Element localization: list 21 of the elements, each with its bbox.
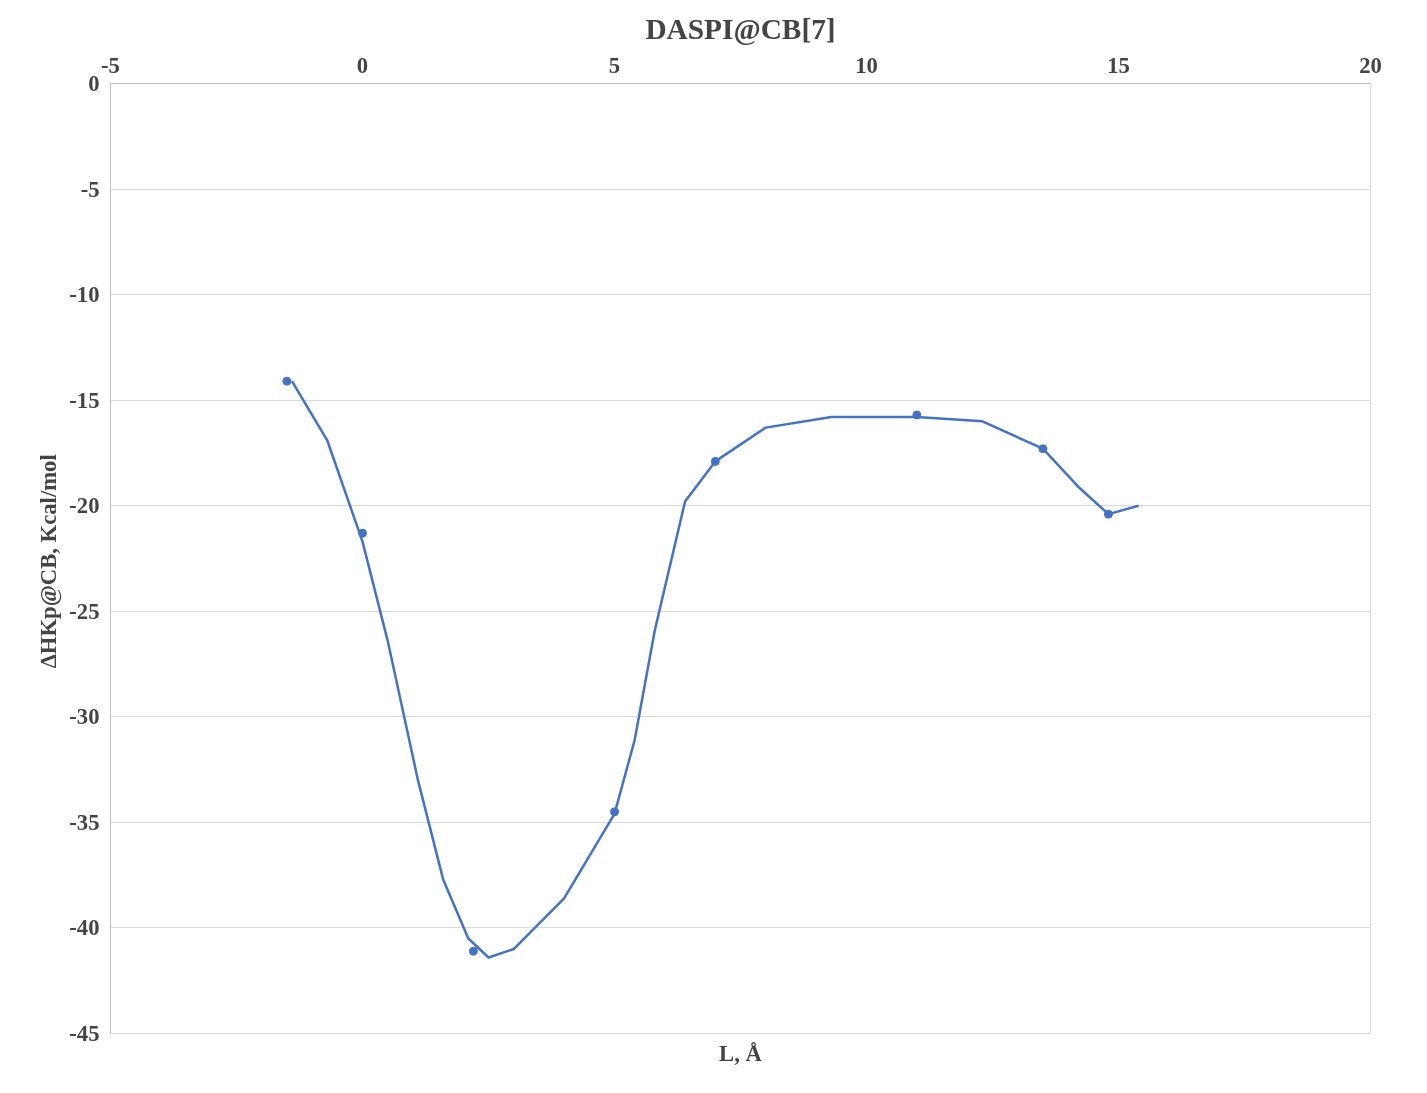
y-tick-label: -15 bbox=[69, 387, 100, 413]
y-tick-label: 0 bbox=[88, 71, 100, 96]
y-tick-label: -20 bbox=[69, 493, 100, 519]
x-tick-label: 10 bbox=[855, 52, 878, 78]
chart-title: DASPI@CB[7] bbox=[645, 12, 836, 45]
x-tick-label: 5 bbox=[608, 52, 621, 78]
y-axis-title: ΔHKp@CB, Kcal/mol bbox=[36, 454, 63, 669]
x-tick-label: -5 bbox=[101, 52, 120, 78]
y-tick-label: -45 bbox=[69, 1021, 100, 1046]
x-tick-label: 20 bbox=[1359, 52, 1382, 78]
point bbox=[468, 946, 478, 956]
y-tick-label: -5 bbox=[80, 176, 100, 202]
x-axis-title: L, Å bbox=[719, 1040, 763, 1066]
y-tick-label: -10 bbox=[69, 282, 100, 308]
y-tick-label: -25 bbox=[69, 598, 100, 624]
x-tick-label: 0 bbox=[356, 52, 369, 78]
y-tick-label: -35 bbox=[69, 809, 100, 835]
point bbox=[282, 376, 292, 386]
y-tick-label: -40 bbox=[69, 915, 100, 941]
y-tick-label: -30 bbox=[69, 704, 100, 730]
x-tick-label: 15 bbox=[1107, 52, 1130, 78]
